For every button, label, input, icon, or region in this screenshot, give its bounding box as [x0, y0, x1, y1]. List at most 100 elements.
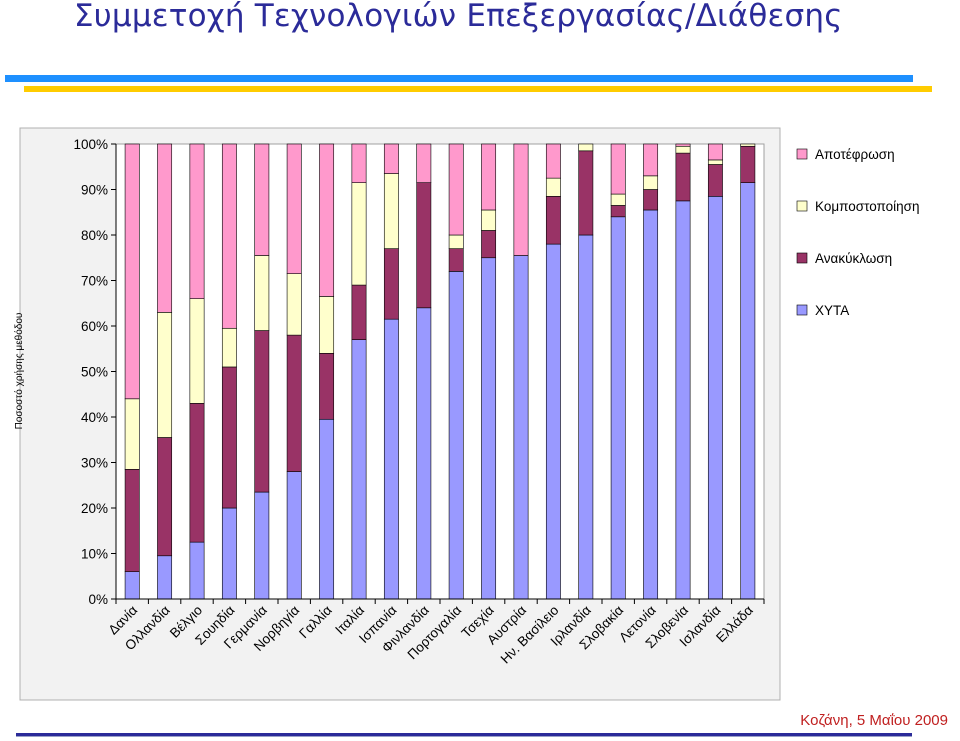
bar-segment-Κομποστοποίηση-Σλοβακία: [610, 193, 626, 206]
bar-segment-ΧΥΤΑ-Ολλανδία: [157, 555, 173, 600]
bar-segment-ΧΥΤΑ-Ιρλανδία: [578, 234, 594, 600]
bar-segment-Κομποστοποίηση-Δανία: [124, 398, 140, 470]
bar-segment-ΧΥΤΑ-Ην-Βασίλειο: [545, 243, 561, 600]
bar-segment-Αποτέφρωση-Τσεχία: [481, 143, 497, 211]
bar-segment-ΧΥΤΑ-Γερμανία: [254, 491, 270, 600]
slide-title: Συμμετοχή Τεχνολογιών Επεξεργασίας/Διάθε…: [74, 0, 843, 34]
bar-segment-Αποτέφρωση-Ισλανδία: [707, 143, 723, 161]
bar-segment-ΧΥΤΑ-Πορτογαλία: [448, 271, 464, 600]
bar-segment-Κομποστοποίηση-Πορτογαλία: [448, 234, 464, 249]
y-tick-label: 20%: [81, 501, 108, 516]
bar-segment-Αποτέφρωση-Γαλλία: [319, 143, 335, 297]
bar-segment-Κομποστοποίηση-Ην-Βασίλειο: [545, 177, 561, 197]
bar-segment-Ανακύκλωση-Σουηδία: [221, 366, 237, 509]
bar-segment-Αποτέφρωση-Ισπανία: [383, 143, 399, 174]
bar-segment-Ανακύκλωση-Πορτογαλία: [448, 248, 464, 272]
bar-segment-Αποτέφρωση-Νορβηγία: [286, 143, 302, 274]
chart-area: 0% 10% 20% 30% 40% 50% 60% 70% 80% 90% 100% Δανία Ο…: [0, 120, 960, 710]
y-tick-label: 0%: [88, 592, 108, 607]
bar-segment-ΧΥΤΑ-Βέλγιο: [189, 541, 205, 600]
y-tick-label: 70%: [81, 274, 108, 289]
y-tick-label: 30%: [81, 456, 108, 471]
bar-segment-ΧΥΤΑ-Αυστρία: [513, 255, 529, 600]
legend-label-Κομποστοποίηση: Κομποστοποίηση: [815, 199, 920, 214]
stacked-bar-chart: 0%10%20%30%40%50%60%70%80%90%100% ΔανίαΟ…: [13, 127, 920, 701]
bar-segment-Ανακύκλωση-Ισλανδία: [707, 164, 723, 197]
bar-segment-Αποτέφρωση-Ιταλία: [351, 143, 367, 183]
bar-segment-Αποτέφρωση-Αυστρία: [513, 143, 529, 256]
bar-segment-Κομποστοποίηση-Νορβηγία: [286, 273, 302, 336]
footer-rule: [16, 733, 912, 737]
bar-segment-ΧΥΤΑ-Ιταλία: [351, 339, 367, 600]
bar-segment-Κομποστοποίηση-Λετονία: [643, 175, 659, 190]
footer-date: Κοζάνη, 5 Μαΐου 2009: [800, 712, 948, 729]
bar-segment-Κομποστοποίηση-Γερμανία: [254, 255, 270, 331]
y-tick-label: 90%: [81, 183, 108, 198]
bar-segment-Αποτέφρωση-Σλοβενία: [675, 143, 691, 147]
bar-segment-Κομποστοποίηση-Ιρλανδία: [578, 143, 594, 152]
bar-segment-ΧΥΤΑ-Σουηδία: [221, 507, 237, 600]
bar-segment-Ανακύκλωση-Ισπανία: [383, 248, 399, 320]
bar-segment-ΧΥΤΑ-Σλοβενία: [675, 200, 691, 600]
bar-segment-Ανακύκλωση-Σλοβακία: [610, 205, 626, 218]
y-tick-label: 10%: [81, 547, 108, 562]
y-tick-label: 80%: [81, 228, 108, 243]
bars-group: [124, 143, 756, 600]
bar-segment-Κομποστοποίηση-Σλοβενία: [675, 145, 691, 154]
bar-segment-Αποτέφρωση-Σλοβακία: [610, 143, 626, 195]
bar-segment-Αποτέφρωση-Σουηδία: [221, 143, 237, 329]
axes-group: [111, 143, 765, 604]
bar-segment-Ανακύκλωση-Γερμανία: [254, 330, 270, 493]
legend-label-Ανακύκλωση: Ανακύκλωση: [815, 251, 892, 266]
bar-segment-Κομποστοποίηση-Βέλγιο: [189, 298, 205, 404]
bar-segment-ΧΥΤΑ-Νορβηγία: [286, 471, 302, 600]
legend-label-Αποτέφρωση: Αποτέφρωση: [815, 147, 895, 162]
bar-segment-Αποτέφρωση-Ην-Βασίλειο: [545, 143, 561, 179]
y-tick-label: 100%: [73, 137, 108, 152]
bar-segment-Ανακύκλωση-Τσεχία: [481, 230, 497, 259]
legend-swatch-ΧΥΤΑ: [796, 304, 808, 316]
bar-segment-Αποτέφρωση-Ολλανδία: [157, 143, 173, 313]
bar-segment-Ανακύκλωση-Λετονία: [643, 189, 659, 211]
bar-segment-ΧΥΤΑ-Ελλάδα: [740, 182, 756, 600]
y-tick-label: 60%: [81, 319, 108, 334]
bar-segment-ΧΥΤΑ-Δανία: [124, 571, 140, 600]
bar-segment-Ανακύκλωση-Βέλγιο: [189, 403, 205, 543]
y-tick-label: 40%: [81, 410, 108, 425]
bar-segment-ΧΥΤΑ-Σλοβακία: [610, 216, 626, 600]
bar-segment-Ανακύκλωση-Ιρλανδία: [578, 150, 594, 236]
bar-segment-Αποτέφρωση-Πορτογαλία: [448, 143, 464, 236]
y-tick-labels: 0% 10% 20% 30% 40% 50% 60% 70% 80% 90% 100%: [73, 137, 108, 607]
legend-swatch-Ανακύκλωση: [796, 252, 808, 264]
y-axis-title: Ποσοστό χρήσης μεθόδου: [13, 313, 25, 430]
bar-segment-Ανακύκλωση-Φινλανδία: [416, 182, 432, 309]
bar-segment-ΧΥΤΑ-Φινλανδία: [416, 307, 432, 600]
bar-segment-Κομποστοποίηση-Σουηδία: [221, 327, 237, 368]
bar-segment-ΧΥΤΑ-Λετονία: [643, 209, 659, 600]
bar-segment-Αποτέφρωση-Γερμανία: [254, 143, 270, 256]
bar-segment-Αποτέφρωση-Φινλανδία: [416, 143, 432, 183]
bar-segment-Ανακύκλωση-Γαλλία: [319, 353, 335, 420]
bar-segment-Αποτέφρωση-Λετονία: [643, 143, 659, 177]
plot-background: [115, 143, 765, 600]
bar-segment-Ανακύκλωση-Ολλανδία: [157, 437, 173, 557]
title-rule-yellow: [24, 86, 932, 92]
bar-segment-Αποτέφρωση-Δανία: [124, 143, 140, 400]
bar-segment-Ανακύκλωση-Νορβηγία: [286, 334, 302, 472]
bar-segment-Ανακύκλωση-Ελλάδα: [740, 145, 756, 183]
bar-segment-Ανακύκλωση-Σλοβενία: [675, 152, 691, 202]
legend-label-ΧΥΤΑ: ΧΥΤΑ: [815, 303, 849, 318]
legend-swatch-Κομποστοποίηση: [796, 200, 808, 212]
title-rule-blue: [5, 75, 913, 82]
legend: Αποτέφρωση Κομποστοποίηση Ανακύκλωση ΧΥΤΑ: [796, 147, 920, 318]
bar-segment-Ανακύκλωση-Ιταλία: [351, 284, 367, 340]
bar-segment-Κομποστοποίηση-Ολλανδία: [157, 312, 173, 438]
legend-swatch-Αποτέφρωση: [796, 148, 808, 160]
bar-segment-Κομποστοποίηση-Ελλάδα: [740, 143, 756, 147]
y-tick-label: 50%: [81, 365, 108, 380]
bar-segment-Κομποστοποίηση-Ισπανία: [383, 173, 399, 249]
bar-segment-ΧΥΤΑ-Ισλανδία: [707, 196, 723, 600]
bar-segment-Κομποστοποίηση-Γαλλία: [319, 296, 335, 354]
bar-segment-Κομποστοποίηση-Ιταλία: [351, 182, 367, 286]
bar-segment-ΧΥΤΑ-Τσεχία: [481, 257, 497, 600]
